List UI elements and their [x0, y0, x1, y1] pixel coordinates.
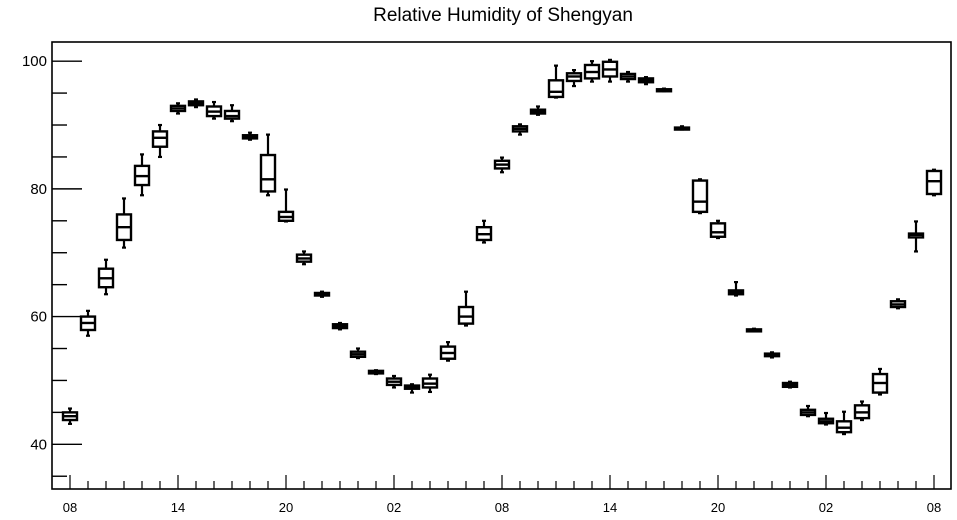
- box-19: [403, 383, 421, 394]
- box-iqr: [547, 79, 565, 99]
- box-13: [295, 250, 313, 266]
- box-35: [691, 178, 709, 215]
- y-axis: 40 60 80 100: [22, 53, 82, 477]
- box-16: [349, 347, 367, 360]
- box-18: [385, 374, 403, 389]
- box-iqr: [691, 179, 709, 214]
- box-iqr: [709, 222, 727, 238]
- box-44: [853, 400, 871, 422]
- chart-title: Relative Humidity of Shengyan: [373, 5, 633, 26]
- plot-frame: [51, 41, 952, 490]
- box-47: [907, 220, 925, 253]
- box-41: [799, 404, 817, 418]
- x-tick-label: 02: [387, 500, 401, 515]
- box-4: [133, 153, 151, 197]
- box-25: [511, 123, 529, 136]
- box-40: [781, 380, 799, 389]
- box-29: [583, 60, 601, 83]
- box-21: [439, 341, 457, 362]
- box-9: [223, 104, 241, 123]
- box-42: [817, 411, 835, 426]
- box-45: [871, 367, 889, 396]
- box-24: [493, 156, 511, 174]
- box-8: [205, 100, 223, 120]
- box-37: [727, 281, 745, 297]
- box-iqr: [223, 109, 241, 120]
- x-tick-label: 02: [819, 500, 833, 515]
- box-15: [331, 321, 349, 331]
- box-10: [241, 131, 259, 141]
- box-20: [421, 373, 439, 394]
- x-tick-label: 08: [495, 500, 509, 515]
- box-26: [529, 105, 547, 116]
- x-tick-label: 08: [63, 500, 77, 515]
- x-tick-label: 20: [711, 500, 725, 515]
- box-34: [673, 125, 691, 131]
- box-28: [565, 68, 583, 88]
- y-tick-label: 80: [30, 181, 47, 198]
- box-27: [547, 64, 565, 99]
- box-14: [313, 290, 331, 298]
- x-tick-label: 14: [603, 500, 617, 515]
- box-iqr: [151, 130, 169, 148]
- box-5: [151, 123, 169, 159]
- box-30: [601, 58, 619, 83]
- box-series: [61, 58, 943, 436]
- box-iqr: [457, 305, 475, 325]
- box-1: [79, 309, 97, 337]
- box-0: [61, 407, 79, 425]
- y-tick-label: 60: [30, 309, 47, 326]
- y-tick-label: 40: [30, 436, 47, 453]
- box-31: [619, 70, 637, 83]
- box-23: [475, 219, 493, 244]
- box-46: [889, 298, 907, 310]
- x-tick-label: 14: [171, 500, 185, 515]
- box-36: [709, 219, 727, 240]
- box-12: [277, 188, 295, 223]
- box-38: [745, 327, 763, 333]
- box-iqr: [259, 153, 277, 193]
- box-6: [169, 102, 187, 115]
- x-tick-label: 20: [279, 500, 293, 515]
- x-axis: 08 14 20 02 08 14 20 02 08: [63, 475, 941, 515]
- box-39: [763, 351, 781, 359]
- box-22: [457, 290, 475, 327]
- box-7: [187, 98, 205, 109]
- box-33: [655, 87, 673, 93]
- box-3: [115, 197, 133, 249]
- box-43: [835, 410, 853, 436]
- box-2: [97, 258, 115, 296]
- x-tick-label: 08: [927, 500, 941, 515]
- y-tick-label: 100: [22, 53, 47, 70]
- box-32: [637, 76, 655, 86]
- box-11: [259, 133, 277, 197]
- box-iqr: [925, 169, 943, 196]
- box-48: [925, 168, 943, 197]
- box-17: [367, 369, 385, 376]
